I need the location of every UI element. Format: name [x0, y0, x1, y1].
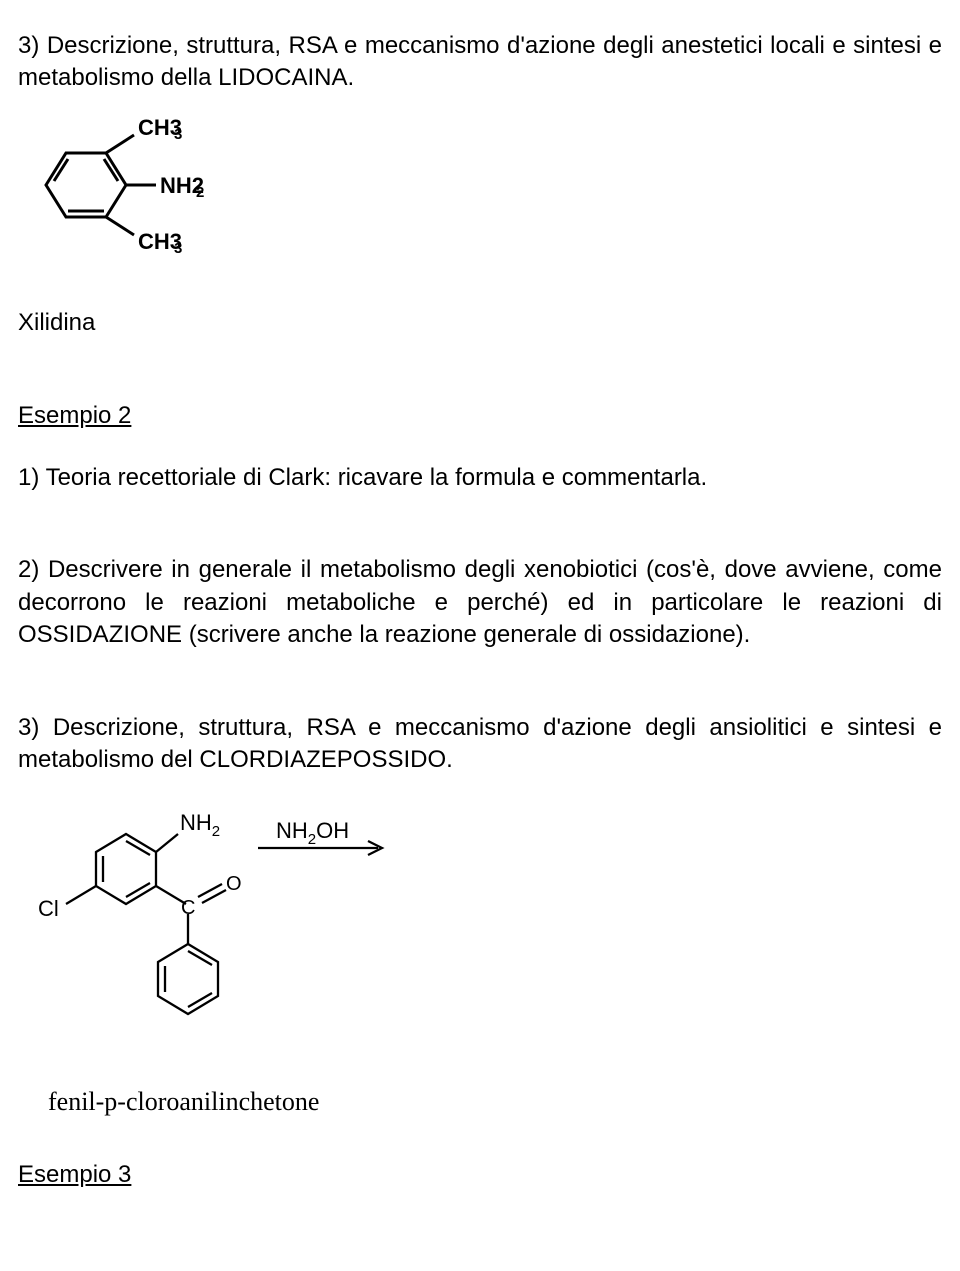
question-3-anesthetics: 3) Descrizione, struttura, RSA e meccani…	[18, 30, 942, 95]
esempio2-q1: 1) Teoria recettoriale di Clark: ricavar…	[18, 462, 942, 494]
fenil-c: C	[181, 897, 195, 919]
esempio-3-heading: Esempio 3	[18, 1159, 942, 1191]
fenil-structure: Cl NH2 C O NH2OH	[26, 794, 942, 1053]
xilidina-sub-2: 2	[196, 184, 204, 201]
xilidina-label: Xilidina	[18, 307, 942, 339]
fenil-nh2oh-nh: NH	[276, 818, 308, 843]
fenil-nh2oh-sub: 2	[308, 831, 316, 848]
svg-text:NH2OH: NH2OH	[276, 818, 349, 848]
xilidina-structure: CH3 NH2 CH3 3 2 3	[26, 113, 942, 267]
fenil-nh2oh-oh: OH	[316, 818, 349, 843]
fenil-nh2-sub: 2	[212, 823, 220, 840]
fenil-cl: Cl	[38, 896, 59, 921]
esempio2-q3: 3) Descrizione, struttura, RSA e meccani…	[18, 712, 942, 777]
fenil-nh2: NH	[180, 810, 212, 835]
fenil-caption: fenil-p-cloroanilinchetone	[48, 1084, 942, 1119]
esempio-2-heading: Esempio 2	[18, 400, 942, 432]
xilidina-sub-3b: 3	[174, 240, 182, 257]
fenil-o: O	[226, 873, 242, 895]
esempio2-q2: 2) Descrivere in generale il metabolismo…	[18, 554, 942, 651]
svg-text:NH2: NH2	[180, 810, 220, 840]
xilidina-sub-3a: 3	[174, 126, 182, 143]
